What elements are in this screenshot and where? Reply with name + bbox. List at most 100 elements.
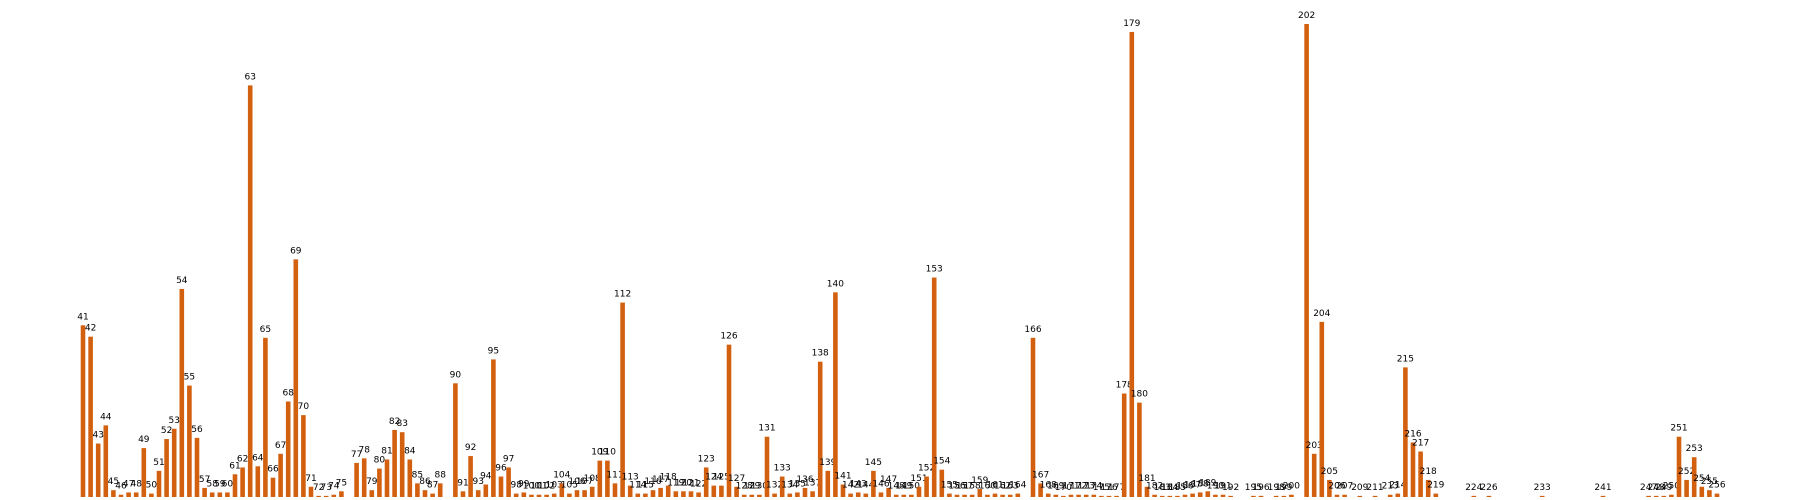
bar — [833, 292, 838, 497]
bar-label: 125 — [713, 473, 730, 483]
bar — [194, 437, 200, 497]
bar — [308, 486, 314, 497]
bar-label: 162 — [994, 482, 1011, 492]
bar-label: 164 — [1009, 481, 1026, 491]
bar — [1258, 495, 1264, 497]
bar — [1387, 494, 1393, 497]
bar — [301, 415, 306, 497]
bar — [612, 483, 618, 497]
bar-label: 119 — [667, 478, 684, 488]
bar-label: 133 — [774, 464, 791, 474]
bar-label: 147 — [880, 475, 897, 485]
bar — [1083, 494, 1089, 497]
bar — [247, 85, 253, 497]
bar — [111, 490, 116, 497]
bar-label: 249 — [1655, 483, 1672, 493]
bar-label: 254 — [1693, 474, 1710, 484]
bar-label: 83 — [396, 419, 407, 429]
bar — [658, 487, 663, 497]
bar-label: 216 — [1404, 429, 1421, 439]
bar — [779, 476, 785, 497]
bar-label: 64 — [252, 453, 264, 463]
bar — [536, 494, 542, 497]
bar-label: 112 — [614, 290, 631, 300]
bar-label: 250 — [1663, 482, 1680, 492]
bar-label: 175 — [1093, 483, 1110, 493]
bar-label: 81 — [381, 446, 392, 456]
bar — [1684, 479, 1689, 497]
bar — [681, 491, 686, 497]
bar-label: 159 — [971, 476, 988, 486]
bar — [559, 483, 565, 497]
bar-label: 139 — [819, 458, 836, 468]
bar-label: 73 — [320, 483, 331, 493]
bar — [1661, 495, 1667, 497]
bar — [840, 484, 846, 497]
bar-label: 115 — [637, 481, 654, 491]
bar — [1410, 442, 1416, 497]
bar — [551, 493, 557, 497]
bar-label: 41 — [77, 312, 88, 322]
bar — [711, 485, 717, 497]
bar — [597, 460, 603, 497]
bar — [1699, 486, 1705, 497]
bar-label: 215 — [1397, 354, 1414, 364]
bar-label: 206 — [1328, 482, 1345, 492]
bar — [574, 490, 580, 497]
bar-label: 224 — [1465, 483, 1482, 493]
bar-label: 94 — [480, 471, 492, 481]
bar — [1281, 495, 1287, 497]
bar — [1091, 494, 1097, 497]
bar-label: 155 — [941, 481, 958, 491]
bar — [605, 460, 610, 497]
bar-label: 141 — [834, 471, 851, 481]
bar-label: 61 — [229, 461, 240, 471]
bar-label: 65 — [260, 325, 271, 335]
bar — [1053, 494, 1059, 497]
bar — [1669, 494, 1674, 497]
bar-label: 180 — [1131, 390, 1148, 400]
bar — [164, 439, 169, 497]
bar-label: 77 — [351, 450, 362, 460]
bar — [977, 489, 983, 497]
bar — [931, 277, 937, 497]
bar-label: 191 — [1214, 482, 1231, 492]
bar-label: 46 — [115, 482, 127, 492]
bar-label: 143 — [850, 479, 867, 489]
bar — [316, 495, 321, 497]
bar — [270, 477, 276, 497]
bar — [529, 494, 534, 497]
bar — [1646, 495, 1651, 497]
bar — [848, 493, 853, 497]
bar-label: 103 — [546, 481, 563, 491]
bar — [1486, 495, 1492, 497]
bar — [133, 492, 139, 497]
bar — [1433, 493, 1439, 497]
bar-label: 182 — [1146, 482, 1163, 492]
bar-label: 181 — [1138, 474, 1155, 484]
bar-label: 50 — [146, 481, 158, 491]
bar — [589, 486, 595, 497]
bar-label: 144 — [857, 481, 874, 491]
bar — [1061, 495, 1066, 497]
bar — [544, 494, 549, 497]
bar-label: 96 — [495, 464, 507, 474]
bar-label: 87 — [427, 481, 438, 491]
bar-label: 166 — [1024, 325, 1041, 335]
bar-label: 150 — [903, 482, 920, 492]
bar-label: 256 — [1708, 481, 1725, 491]
bar — [285, 401, 291, 497]
bar — [871, 470, 876, 497]
bar — [422, 490, 428, 497]
bar — [802, 487, 808, 497]
bar-label: 198 — [1268, 483, 1285, 493]
bar-label: 153 — [926, 265, 943, 275]
bar — [1167, 495, 1173, 497]
bar-label: 156 — [948, 482, 965, 492]
bar-label: 214 — [1389, 481, 1406, 491]
bar-label: 48 — [130, 479, 142, 489]
bar — [1197, 492, 1203, 497]
bar — [741, 494, 747, 497]
bar — [354, 462, 359, 497]
bar — [1311, 453, 1317, 497]
